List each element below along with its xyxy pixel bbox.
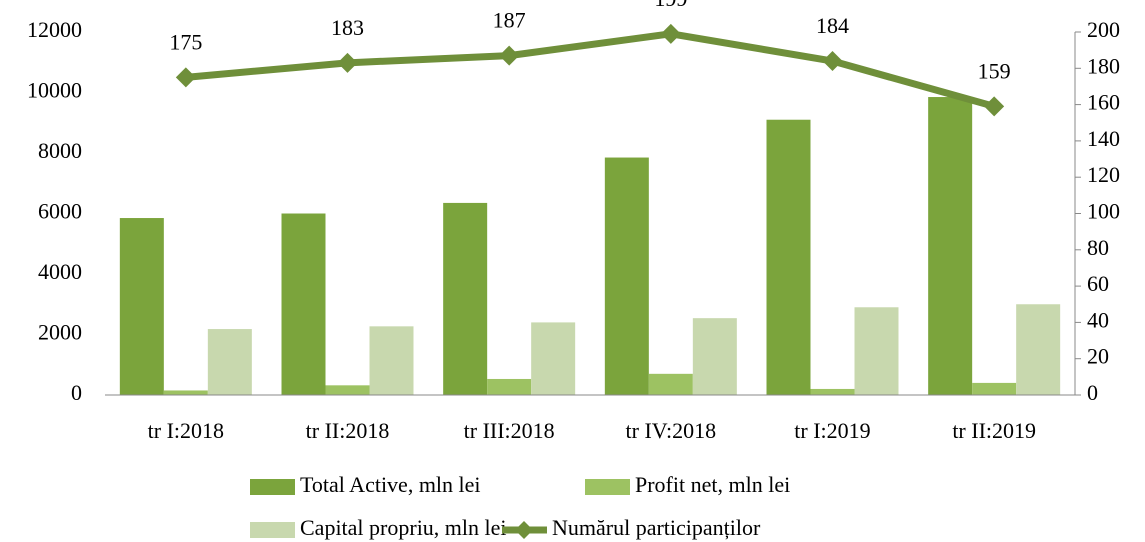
x-tick-label: tr II:2018: [306, 418, 390, 443]
legend-label: Profit net, mln lei: [635, 472, 790, 497]
x-tick-label: tr III:2018: [464, 418, 555, 443]
y-tick-label: 10000: [27, 78, 82, 103]
y2-tick-label: 120: [1087, 162, 1120, 187]
bar: [854, 307, 899, 395]
bar: [207, 329, 252, 395]
bar: [1016, 304, 1061, 395]
y2-tick-label: 200: [1087, 17, 1120, 42]
data-label: 175: [169, 29, 202, 54]
line-marker: [175, 67, 196, 88]
data-label: 183: [331, 15, 364, 40]
bar: [972, 382, 1017, 395]
y2-tick-label: 80: [1087, 235, 1109, 260]
y2-tick-label: 20: [1087, 344, 1109, 369]
legend-swatch: [585, 479, 630, 495]
bar: [443, 202, 488, 395]
y-tick-label: 12000: [27, 17, 82, 42]
bar: [119, 218, 164, 395]
line: [185, 30, 996, 110]
bar: [487, 378, 532, 395]
legend-label: Total Active, mln lei: [300, 472, 481, 497]
y2-tick-label: 60: [1087, 271, 1109, 296]
y2-tick-label: 0: [1087, 380, 1098, 405]
bar: [163, 390, 208, 395]
x-tick-label: tr I:2018: [148, 418, 224, 443]
bar: [810, 388, 855, 395]
y2-tick-label: 160: [1087, 90, 1120, 115]
y2-tick-label: 140: [1087, 126, 1120, 151]
line-marker: [984, 96, 1005, 117]
bar: [604, 157, 649, 395]
legend-swatch: [250, 479, 295, 495]
y-tick-label: 2000: [38, 320, 82, 345]
x-tick-label: tr I:2019: [794, 418, 870, 443]
bar: [369, 326, 414, 395]
line-marker: [337, 52, 358, 73]
data-label: 187: [493, 8, 526, 33]
y-tick-label: 4000: [38, 259, 82, 284]
line-marker: [499, 45, 520, 66]
line-marker: [660, 23, 681, 44]
y2-tick-label: 180: [1087, 53, 1120, 78]
x-tick-label: tr IV:2018: [626, 418, 717, 443]
bar: [325, 385, 370, 395]
y-tick-label: 8000: [38, 138, 82, 163]
line-marker: [822, 51, 843, 72]
y2-tick-label: 100: [1087, 199, 1120, 224]
data-label: 199: [654, 0, 687, 11]
legend-marker: [515, 521, 533, 539]
bar: [766, 119, 811, 395]
legend-label: Capital propriu, mln lei: [300, 515, 507, 540]
y2-tick-label: 40: [1087, 307, 1109, 332]
y-tick-label: 0: [71, 380, 82, 405]
legend-swatch: [250, 522, 295, 538]
data-label: 159: [978, 58, 1011, 83]
legend-label: Numărul participanților: [552, 515, 761, 540]
bar: [531, 322, 576, 395]
bar: [281, 213, 326, 395]
bar: [692, 318, 737, 395]
bar: [928, 97, 973, 395]
data-label: 184: [816, 13, 849, 38]
bar: [648, 373, 693, 395]
x-tick-label: tr II:2019: [952, 418, 1036, 443]
y-tick-label: 6000: [38, 199, 82, 224]
